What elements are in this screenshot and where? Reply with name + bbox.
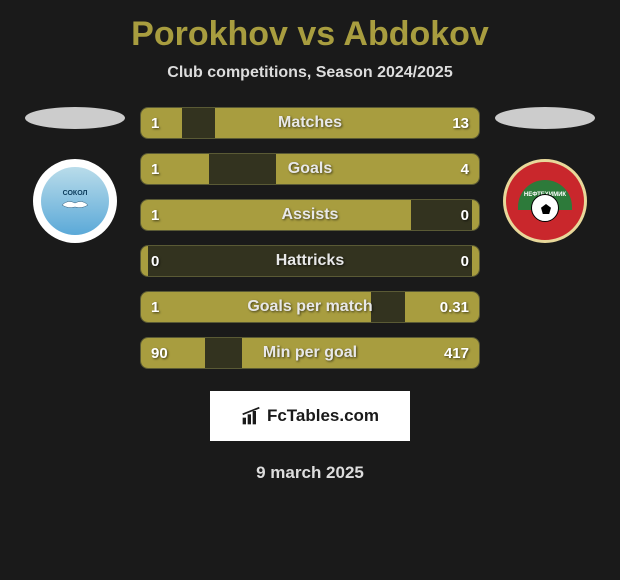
stats-column: 113Matches 14Goals 10Assists 00Hattricks 10.…: [140, 107, 480, 369]
stat-label: Hattricks: [141, 246, 479, 276]
player-silhouette-placeholder: [25, 107, 125, 129]
stat-label: Matches: [141, 108, 479, 138]
brand-badge: FcTables.com: [210, 391, 410, 441]
stat-row: 90417Min per goal: [140, 337, 480, 369]
left-team-logo: СОКОЛ: [33, 159, 117, 243]
bird-icon: [60, 197, 90, 213]
stat-row: 14Goals: [140, 153, 480, 185]
brand-text: FcTables.com: [267, 406, 379, 426]
stat-row: 113Matches: [140, 107, 480, 139]
stat-label: Goals per match: [141, 292, 479, 322]
left-team-logo-text: СОКОЛ: [63, 190, 88, 197]
date-label: 9 march 2025: [0, 463, 620, 483]
left-player-column: СОКОЛ: [25, 107, 125, 243]
stat-label: Min per goal: [141, 338, 479, 368]
stat-label: Goals: [141, 154, 479, 184]
subtitle: Club competitions, Season 2024/2025: [0, 64, 620, 82]
stat-row: 00Hattricks: [140, 245, 480, 277]
right-team-logo: НЕФТЕХИМИК: [503, 159, 587, 243]
soccer-ball-icon: [531, 194, 559, 222]
player-silhouette-placeholder: [495, 107, 595, 129]
comparison-area: СОКОЛ 113Matches 14Goals 10Assists 00Hattri…: [0, 107, 620, 369]
right-player-column: НЕФТЕХИМИК: [495, 107, 595, 243]
stat-label: Assists: [141, 200, 479, 230]
stat-row: 10Assists: [140, 199, 480, 231]
stat-row: 10.31Goals per match: [140, 291, 480, 323]
right-team-logo-inner: НЕФТЕХИМИК: [515, 171, 575, 231]
left-team-logo-inner: СОКОЛ: [41, 167, 109, 235]
page-title: Porokhov vs Abdokov: [0, 15, 620, 54]
chart-icon: [241, 406, 261, 426]
